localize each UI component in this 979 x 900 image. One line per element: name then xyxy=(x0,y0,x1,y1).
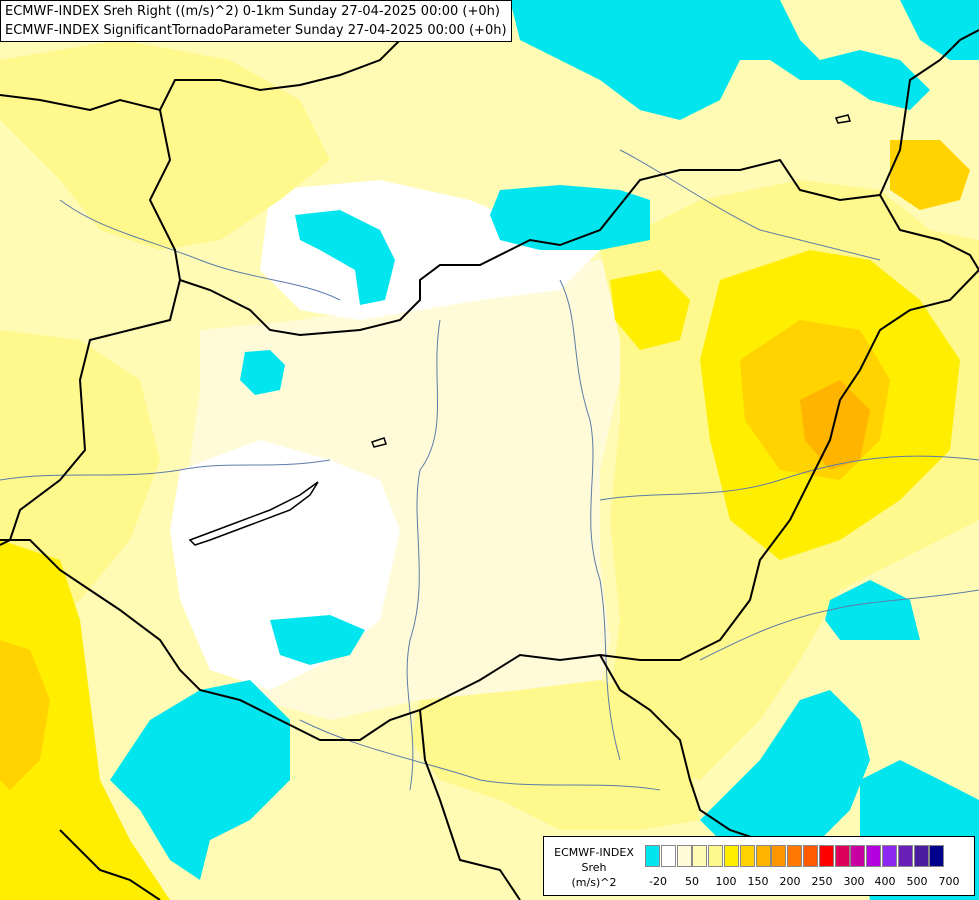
legend-swatch xyxy=(881,845,897,867)
legend: ECMWF-INDEX Sreh (m/s)^2 -20 50 100 150 200 2… xyxy=(543,836,975,896)
legend-swatch xyxy=(660,845,676,867)
legend-tick: 700 xyxy=(938,875,960,888)
field-gold-north-spot xyxy=(610,270,690,350)
legend-swatch xyxy=(645,845,660,867)
legend-swatch xyxy=(818,845,834,867)
legend-swatches xyxy=(645,845,945,867)
field-cyan-se xyxy=(700,690,870,850)
title-line-1: ECMWF-INDEX Sreh Right ((m/s)^2) 0-1km S… xyxy=(5,4,500,19)
legend-tick: 400 xyxy=(874,875,896,888)
legend-tick: 200 xyxy=(779,875,801,888)
legend-label-line-3: (m/s)^2 xyxy=(571,876,617,889)
legend-swatch xyxy=(692,845,708,867)
field-gold-ne xyxy=(890,140,970,210)
field-cyan-sw xyxy=(110,680,290,880)
field-orange-east xyxy=(800,380,870,470)
legend-swatch xyxy=(771,845,787,867)
legend-label: ECMWF-INDEX Sreh (m/s)^2 xyxy=(546,845,642,890)
field-cyan-lake xyxy=(270,615,365,665)
legend-swatch xyxy=(866,845,882,867)
legend-tick: 50 xyxy=(685,875,699,888)
legend-label-line-1: ECMWF-INDEX xyxy=(554,846,634,859)
legend-swatch xyxy=(708,845,724,867)
title-line-2: ECMWF-INDEX SignificantTornadoParameter … xyxy=(5,23,507,38)
legend-swatch xyxy=(723,845,739,867)
legend-swatch xyxy=(897,845,913,867)
legend-swatch xyxy=(739,845,755,867)
legend-swatch xyxy=(676,845,692,867)
field-cyan-north xyxy=(510,0,930,120)
legend-swatch xyxy=(913,845,929,867)
legend-tick: 500 xyxy=(906,875,928,888)
header-box: ECMWF-INDEX Sreh Right ((m/s)^2) 0-1km S… xyxy=(0,0,512,42)
field-cyan-east xyxy=(825,580,920,640)
lake-outlines xyxy=(188,114,851,546)
legend-tick: 250 xyxy=(811,875,833,888)
legend-swatch xyxy=(834,845,850,867)
field-cyan-northcentral xyxy=(490,185,650,250)
legend-swatch xyxy=(850,845,866,867)
legend-swatch xyxy=(802,845,818,867)
field-yellow-south xyxy=(410,680,700,830)
legend-tick: 150 xyxy=(747,875,769,888)
legend-tick: 300 xyxy=(843,875,865,888)
legend-tick: 100 xyxy=(715,875,737,888)
legend-tick: -20 xyxy=(649,875,667,888)
rivers xyxy=(0,149,979,791)
legend-swatch xyxy=(787,845,803,867)
field-orange-sw xyxy=(0,640,50,790)
field-gold-sw xyxy=(0,540,170,900)
field-cyan-west-spot xyxy=(240,350,285,395)
legend-swatch xyxy=(755,845,771,867)
field-cyan-north-west xyxy=(295,210,395,305)
field-cyan-ne-corner xyxy=(900,0,979,60)
legend-label-line-2: Sreh xyxy=(581,861,607,874)
legend-ticks: -20 50 100 150 200 250 300 400 500 700 xyxy=(645,875,971,891)
field-yellow-nw xyxy=(0,40,330,250)
legend-swatch xyxy=(929,845,945,867)
